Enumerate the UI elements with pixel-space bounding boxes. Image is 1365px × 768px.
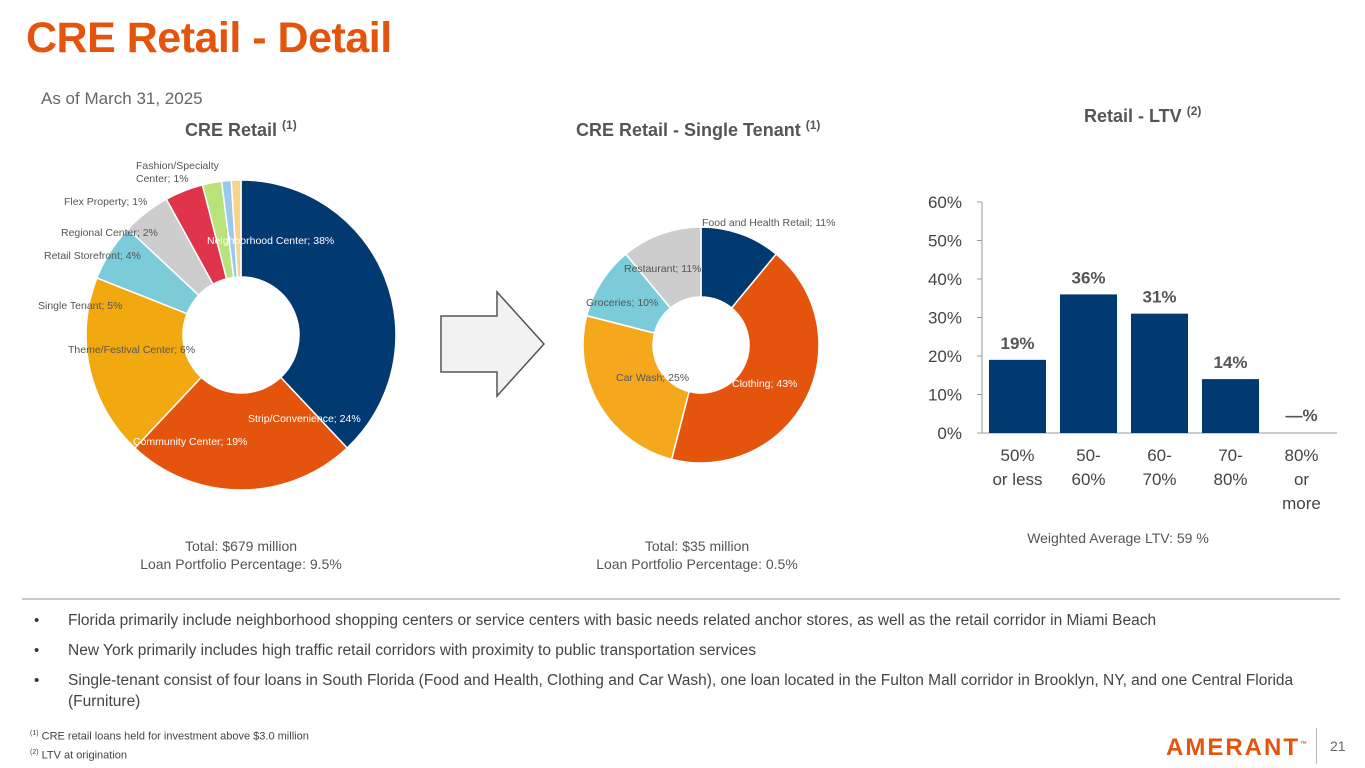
slice-label-groceries: Groceries; 10% bbox=[586, 297, 658, 309]
bullet-item: • Florida primarily include neighborhood … bbox=[30, 610, 1345, 631]
bar-data-label: —% bbox=[1285, 406, 1317, 425]
amerant-logo: AMERANT™ bbox=[1166, 734, 1309, 762]
x-tick-label: 80% or more bbox=[1282, 446, 1321, 513]
ltv-title-text: Retail - LTV bbox=[1084, 106, 1182, 126]
bullet-dot: • bbox=[34, 642, 40, 659]
footnote: (1) CRE retail loans held for investment… bbox=[30, 726, 309, 745]
x-tick-label: 50% or less bbox=[992, 446, 1042, 489]
slice-label-regional-center: Regional Center; 2% bbox=[61, 227, 158, 239]
logo-trademark: ™ bbox=[1300, 741, 1309, 748]
single-tenant-donut-chart: Food and Health Retail; 11% Clothing; 43%… bbox=[582, 217, 835, 464]
cre-retail-title-text: CRE Retail bbox=[185, 120, 278, 140]
single-tenant-totals: Total: $35 million Loan Portfolio Percen… bbox=[556, 537, 838, 573]
slice-label-strip-convenience: Strip/Convenience; 24% bbox=[248, 413, 361, 425]
single-tenant-title-text: CRE Retail - Single Tenant bbox=[576, 120, 801, 140]
weighted-average-ltv: Weighted Average LTV: 59 % bbox=[1027, 530, 1209, 546]
cre-retail-donut-chart: Neighborhood Center; 38% Strip/Convenienc… bbox=[38, 160, 397, 491]
cre-retail-title: CRE Retail (1) bbox=[185, 118, 297, 141]
bullet-item: • New York primarily includes high traffi… bbox=[30, 640, 1345, 661]
slice-fashion-specialty-center bbox=[230, 179, 242, 278]
slice-clothing bbox=[670, 253, 820, 464]
slice-label-neighborhood-center: Neighborhood Center; 38% bbox=[207, 235, 334, 247]
y-tick-label: 50% bbox=[928, 232, 962, 251]
y-tick-label: 30% bbox=[928, 309, 962, 328]
bullet-text: New York primarily includes high traffic… bbox=[68, 642, 757, 659]
slice-label-flex-property: Flex Property; 1% bbox=[64, 196, 147, 208]
slice-car-wash bbox=[582, 314, 690, 461]
page-title: CRE Retail - Detail bbox=[26, 14, 392, 62]
logo-text: AMERANT bbox=[1166, 734, 1300, 761]
y-tick-label: 40% bbox=[928, 270, 962, 289]
cre-retail-title-note: (1) bbox=[282, 118, 297, 132]
y-tick-label: 0% bbox=[937, 424, 962, 443]
cre-retail-totals: Total: $679 million Loan Portfolio Perce… bbox=[100, 537, 382, 573]
slice-neighborhood-center bbox=[240, 179, 397, 450]
x-tick-label: 70-80% bbox=[1213, 446, 1247, 489]
ltv-title-note: (2) bbox=[1186, 104, 1202, 118]
single-tenant-title: CRE Retail - Single Tenant (1) bbox=[576, 118, 820, 141]
footnote-mark: (2) bbox=[30, 748, 39, 756]
single-tenant-portfolio-pct: Loan Portfolio Percentage: 0.5% bbox=[596, 556, 798, 572]
bullet-dot: • bbox=[34, 612, 40, 629]
y-tick-label: 10% bbox=[928, 386, 962, 405]
footnote-mark: (1) bbox=[30, 730, 39, 737]
slice-label-restaurant: Restaurant; 11% bbox=[624, 263, 701, 275]
cre-retail-portfolio-pct: Loan Portfolio Percentage: 9.5% bbox=[140, 556, 342, 572]
page-number: 21 bbox=[1330, 738, 1346, 754]
bar bbox=[1131, 313, 1188, 433]
cre-retail-total: Total: $679 million bbox=[184, 538, 298, 554]
y-tick-label: 20% bbox=[928, 347, 962, 366]
slice-label-retail-storefront: Retail Storefront; 4% bbox=[44, 250, 141, 262]
y-tick-label: 60% bbox=[928, 193, 962, 212]
slice-label-single-tenant: Single Tenant; 5% bbox=[38, 300, 122, 312]
slice-label-food-and-health-retail: Food and Health Retail; 11% bbox=[702, 217, 835, 229]
slice-strip-convenience bbox=[133, 376, 349, 491]
x-tick-label: 50-60% bbox=[1071, 446, 1105, 489]
logo-separator bbox=[1316, 728, 1317, 764]
bar bbox=[1060, 294, 1117, 433]
footnotes: (1) CRE retail loans held for investment… bbox=[30, 726, 309, 763]
slice-label-community-center: Community Center; 19% bbox=[133, 436, 247, 448]
ltv-bar-chart: 0% 10% 20% 30% 40% 50% 60% 19% 50% or less 36% 50-6… bbox=[928, 193, 1337, 513]
bar bbox=[1202, 379, 1259, 433]
as-of-date: As of March 31, 2025 bbox=[41, 89, 203, 109]
bar-data-label: 19% bbox=[1000, 334, 1034, 353]
slice-community-center bbox=[85, 276, 203, 450]
slice-label-car-wash: Car Wash; 25% bbox=[616, 372, 689, 384]
bar-data-label: 31% bbox=[1142, 288, 1176, 307]
x-tick-label: 60-70% bbox=[1142, 446, 1176, 489]
right-arrow-icon bbox=[440, 290, 546, 398]
footnote-text: CRE retail loans held for investment abo… bbox=[41, 730, 309, 743]
bullet-dot: • bbox=[34, 672, 40, 689]
single-tenant-total: Total: $35 million bbox=[644, 538, 750, 554]
bullet-text: Florida primarily include neighborhood s… bbox=[68, 612, 1157, 629]
bullet-text: Single-tenant consist of four loans in S… bbox=[68, 672, 1294, 710]
ltv-title: Retail - LTV (2) bbox=[1084, 104, 1201, 127]
bar-data-label: 14% bbox=[1213, 353, 1247, 372]
footnote-text: LTV at origination bbox=[41, 749, 128, 762]
bar bbox=[989, 359, 1046, 433]
as-of-prefix: As of bbox=[41, 89, 80, 108]
footnote: (2) LTV at origination bbox=[30, 745, 309, 764]
slice-restaurant bbox=[624, 226, 702, 310]
single-tenant-title-note: (1) bbox=[805, 118, 821, 132]
slice-label-theme-festival-center: Theme/Festival Center; 6% bbox=[68, 344, 195, 356]
section-divider bbox=[22, 598, 1340, 600]
bullet-list: • Florida primarily include neighborhood … bbox=[30, 610, 1345, 721]
bar-data-label: 36% bbox=[1071, 268, 1105, 287]
slice-label-fashion-specialty-center: Fashion/Specialty Center; 1% bbox=[136, 160, 220, 185]
slice-label-clothing: Clothing; 43% bbox=[732, 378, 797, 390]
bullet-item: • Single-tenant consist of four loans in … bbox=[30, 670, 1345, 712]
as-of-value: March 31, 2025 bbox=[84, 89, 203, 108]
